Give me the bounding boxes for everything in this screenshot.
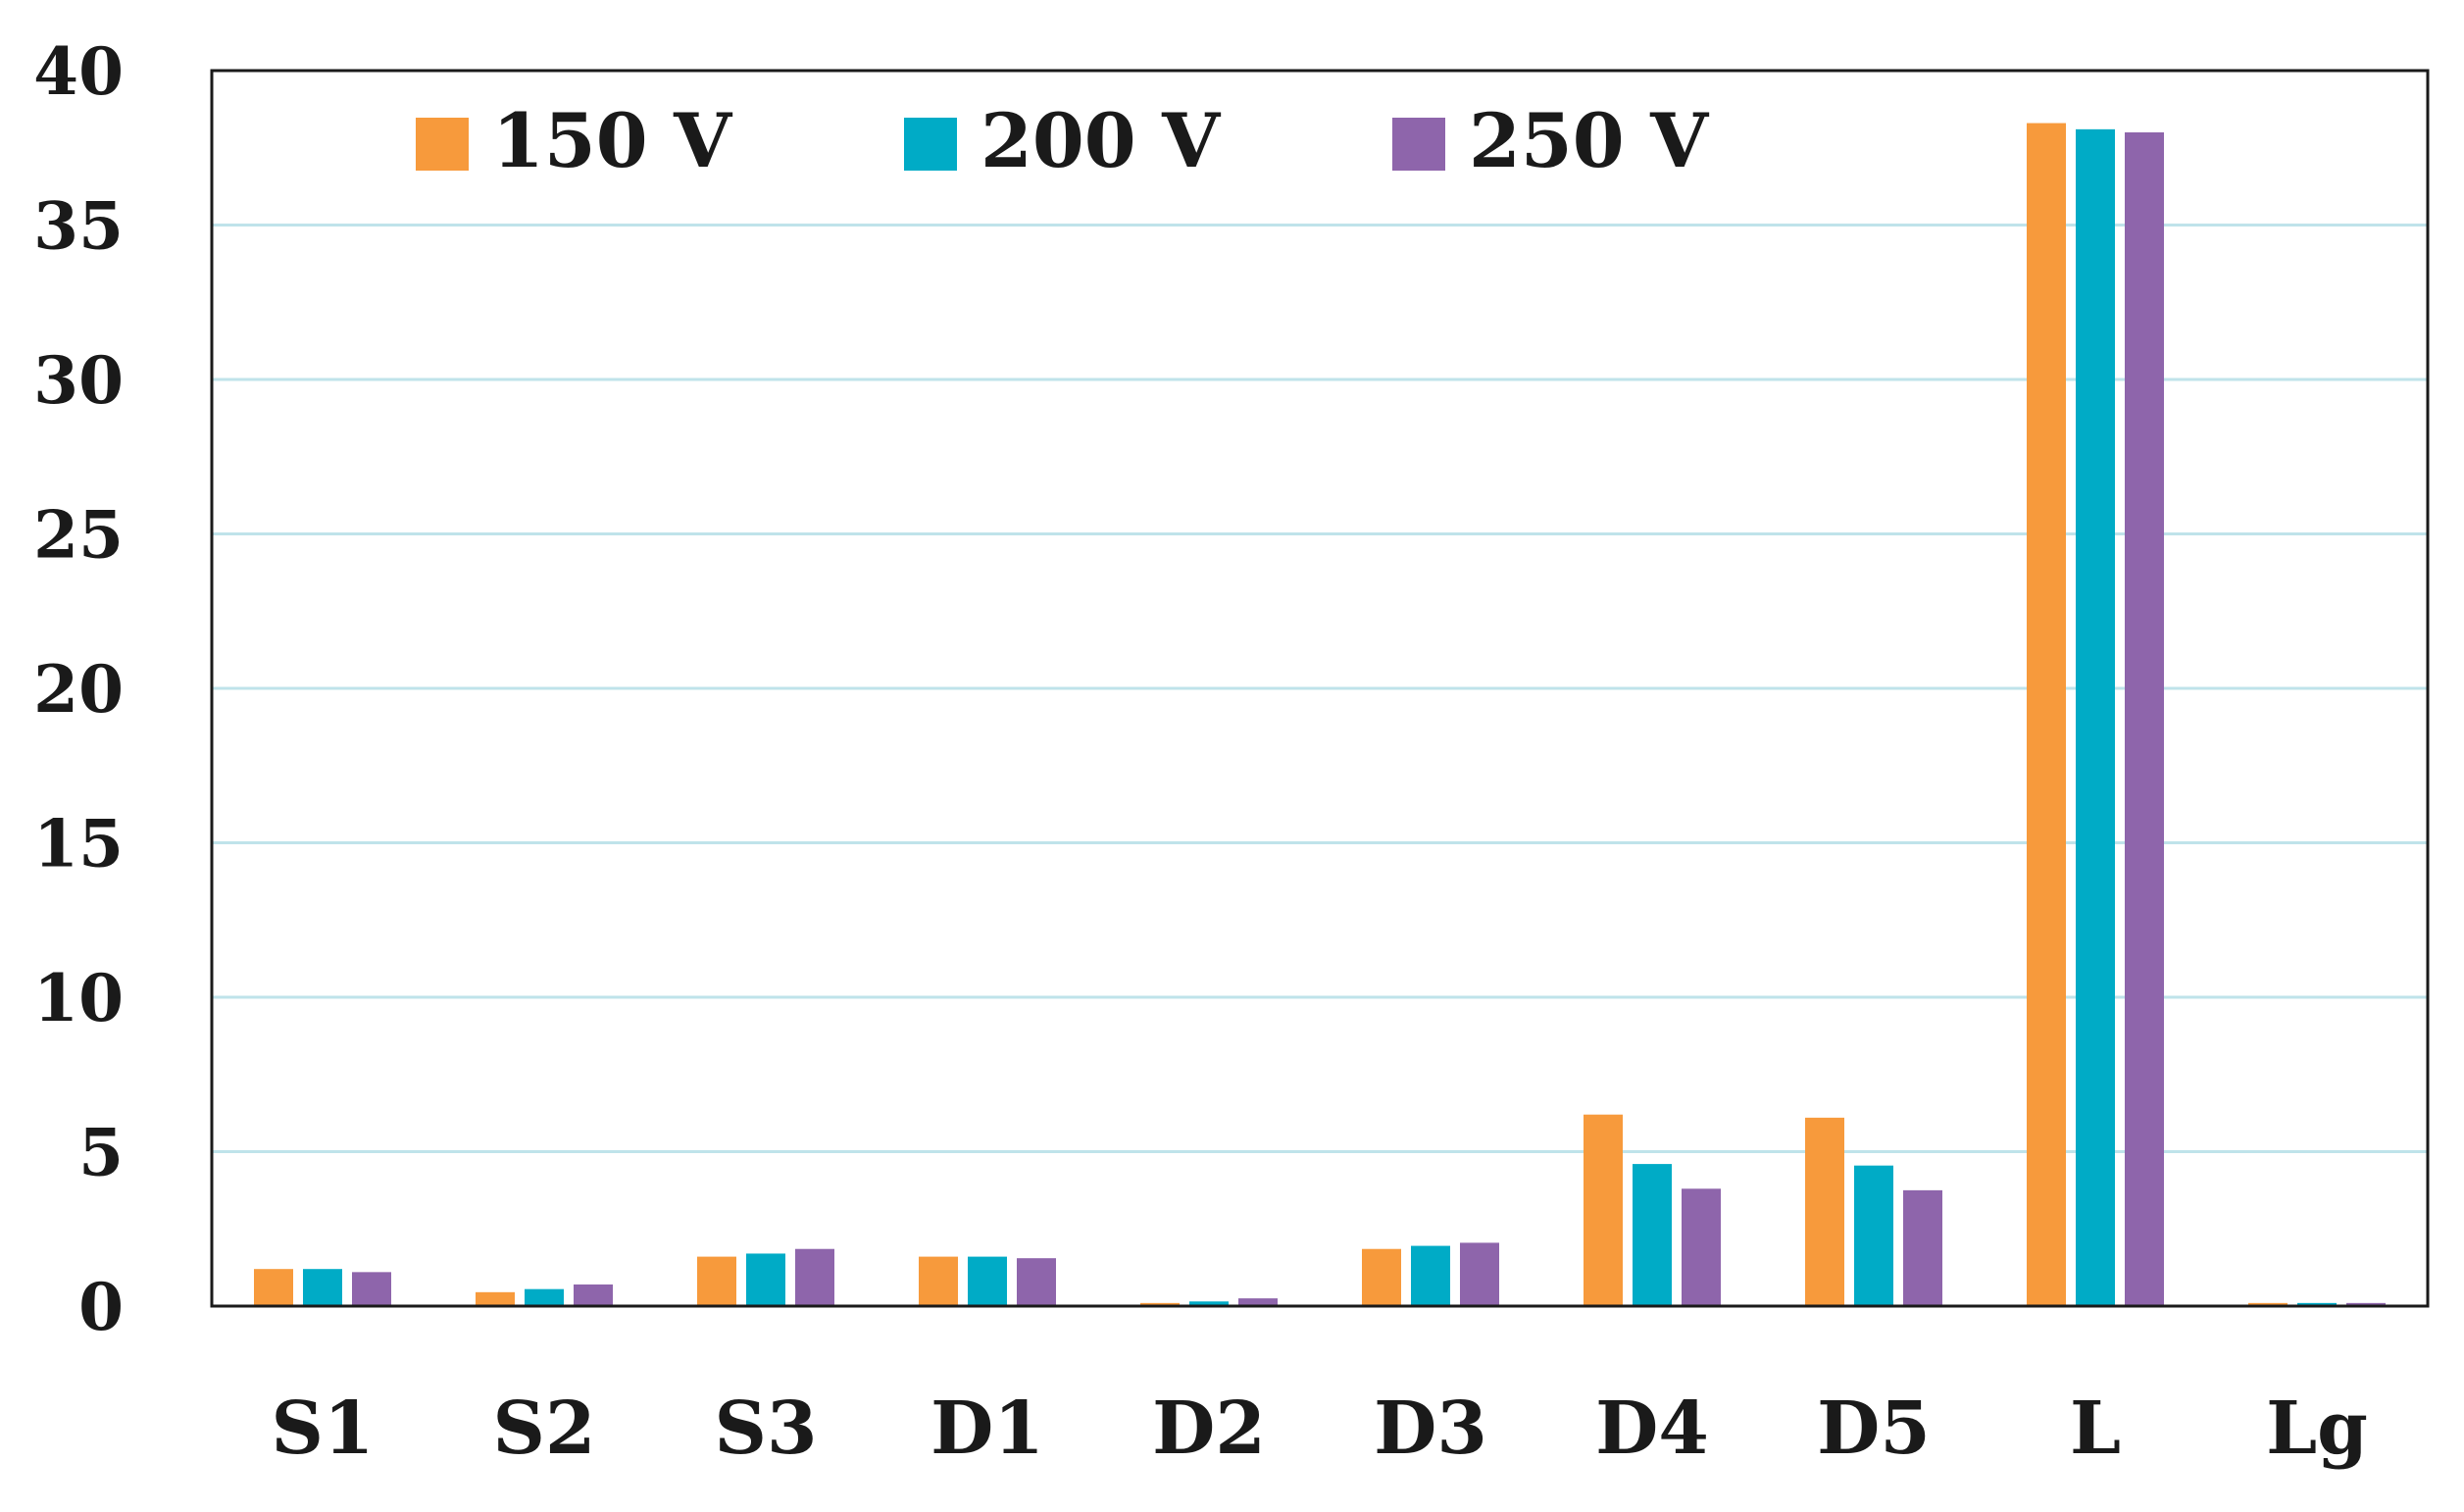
x-tick-label: S1 [272,1386,375,1471]
y-tick-label: 5 [78,1115,124,1191]
bar-l-series-3 [2125,132,2164,1306]
bar-s3-series-1 [697,1256,736,1306]
bar-d1-series-3 [1017,1258,1056,1306]
bar-d3-series-3 [1460,1242,1499,1306]
x-tick-labels: S1 S2 S3 D1 D2 D3 D4 D5 L Lg [272,1386,2368,1471]
y-tick-label: 0 [78,1269,124,1345]
legend: 150 V 200 V 250 V [416,97,1710,184]
y-tick-label: 10 [33,960,124,1036]
legend-item: 250 V [1392,97,1710,184]
x-tick-label: D4 [1595,1386,1709,1471]
legend-swatch [416,118,469,171]
bar-s1-series-3 [352,1272,391,1306]
x-tick-label: D2 [1152,1386,1266,1471]
y-tick-label: 40 [33,33,124,110]
bar-d5-series-2 [1854,1165,1893,1306]
x-tick-label: Lg [2266,1386,2368,1471]
bar-d1-series-1 [919,1256,958,1306]
gridlines [212,224,2428,1153]
y-tick-label: 30 [33,342,124,419]
y-tick-label: 15 [33,806,124,882]
bar-d2-series-1 [1140,1302,1180,1306]
bar-lg-series-2 [2297,1302,2337,1306]
legend-label: 250 V [1469,97,1710,184]
y-tick-labels: 0 5 10 15 20 25 30 35 40 [33,33,124,1345]
bar-d5-series-1 [1805,1117,1844,1306]
bar-d4-series-1 [1584,1114,1623,1306]
bar-s1-series-2 [303,1269,342,1306]
bar-d4-series-2 [1633,1164,1672,1306]
y-tick-label: 25 [33,497,124,574]
x-tick-label: D1 [930,1386,1044,1471]
legend-label: 200 V [981,97,1222,184]
bar-d5-series-3 [1903,1189,1942,1306]
bars [254,123,2386,1307]
bar-s2-series-3 [574,1284,613,1306]
x-tick-label: L [2070,1386,2121,1471]
bar-s2-series-1 [476,1291,515,1306]
legend-item: 150 V [416,97,733,184]
bar-l-series-2 [2076,128,2115,1307]
plot-frame [210,69,2430,1308]
legend-swatch [1392,118,1445,171]
bar-d3-series-2 [1411,1245,1450,1306]
legend-item: 200 V [904,97,1222,184]
bar-s2-series-2 [525,1288,564,1306]
bar-d2-series-2 [1189,1301,1229,1306]
x-tick-label: D3 [1374,1386,1487,1471]
bar-s3-series-2 [746,1253,785,1306]
legend-label: 150 V [492,97,733,184]
bar-d4-series-3 [1682,1188,1721,1306]
y-tick-label: 20 [33,651,124,728]
bar-s3-series-3 [795,1248,834,1306]
axes [210,69,2430,1308]
bar-lg-series-3 [2346,1302,2386,1306]
x-tick-label: S2 [493,1386,596,1471]
bar-d3-series-1 [1362,1248,1401,1306]
bar-d1-series-2 [968,1256,1007,1306]
bar-d2-series-3 [1238,1298,1278,1306]
x-tick-label: D5 [1817,1386,1931,1471]
x-tick-label: S3 [715,1386,818,1471]
legend-swatch [904,118,957,171]
bar-s1-series-1 [254,1269,293,1306]
bar-l-series-1 [2027,123,2066,1306]
y-tick-label: 35 [33,188,124,265]
bar-lg-series-1 [2248,1302,2288,1306]
